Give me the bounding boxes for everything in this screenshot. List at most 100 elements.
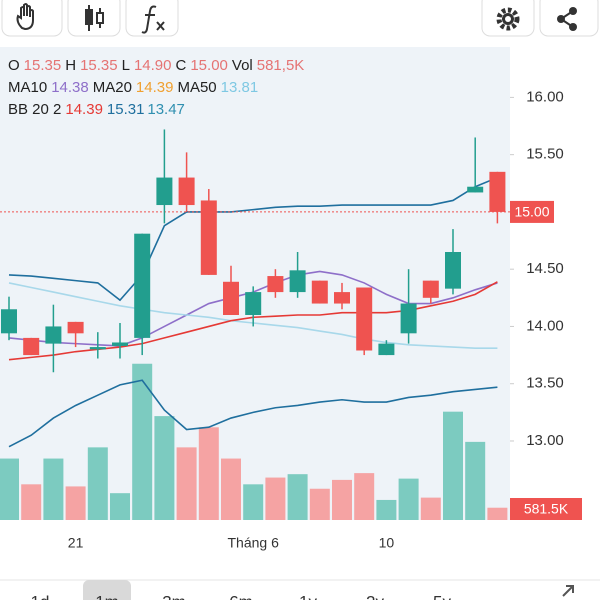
header-item: L (122, 57, 130, 74)
volume-box (510, 498, 582, 520)
header-item: 15.31 (107, 101, 144, 118)
range-tabs: 1d 1m 3m 6m 1y 2y 5y (31, 580, 451, 600)
header-item: 15.00 (190, 57, 228, 74)
candle-body (467, 186, 484, 193)
header-item: C (176, 57, 187, 74)
candle-body (422, 280, 439, 298)
candle-body (311, 280, 328, 304)
candle-body (334, 292, 350, 304)
volume-bar (154, 416, 175, 520)
header-item: 14.39 (136, 79, 174, 96)
y-tick-label: 15.50 (526, 146, 564, 163)
candle-body (223, 281, 239, 315)
fx-icon (141, 5, 165, 34)
y-tick-label: 16.00 (526, 88, 564, 105)
candle-body (67, 321, 84, 334)
range-tab[interactable]: 1m (95, 592, 119, 600)
header-item: MA10 (8, 79, 47, 96)
header-item: BB 20 2 (8, 101, 61, 118)
range-tab[interactable]: 1d (31, 592, 50, 600)
candle-body (267, 276, 284, 293)
volume-bar (21, 484, 42, 520)
tab-selected (83, 580, 131, 600)
candle-body (489, 171, 506, 212)
range-tab[interactable]: 5y (433, 592, 451, 600)
candle-body (445, 252, 461, 289)
header-item: 14.90 (134, 57, 172, 74)
y-tick-label: 14.50 (526, 260, 564, 277)
y-tick-label: 14.00 (526, 317, 564, 334)
header-item: MA50 (177, 79, 216, 96)
header-item: O (8, 57, 20, 74)
candle-body (378, 343, 395, 356)
candle-body (400, 303, 417, 334)
volume-bar (465, 441, 486, 520)
volume-bar (487, 507, 508, 520)
header-item: 15.35 (80, 57, 118, 74)
range-tab[interactable]: 3m (162, 592, 186, 600)
header-item: Vol (232, 57, 253, 74)
header-row: MA10 14.38 MA20 14.39 MA50 13.81 (8, 79, 258, 96)
candle-body (200, 200, 217, 275)
candle-body (45, 326, 62, 344)
candle-body (23, 337, 40, 356)
header-item: 13.47 (147, 101, 185, 118)
expand-icon[interactable] (562, 585, 574, 597)
volume-bar (176, 447, 197, 520)
volume-bar (287, 474, 308, 520)
volume-bar (110, 493, 130, 520)
volume-bar (65, 486, 86, 520)
x-tick-label: Tháng 6 (228, 535, 280, 551)
candle-body (178, 177, 195, 206)
toolbar (1, 0, 599, 37)
header-item: MA20 (93, 79, 132, 96)
volume-bar (243, 484, 264, 520)
last-price-label: 15.00 (514, 204, 549, 220)
header-item: 581,5K (257, 57, 305, 74)
volume-bar (0, 458, 19, 520)
last-price-box (510, 200, 554, 223)
chart-type-button[interactable] (67, 0, 121, 37)
candle-body (245, 292, 262, 315)
indicator-line (8, 379, 498, 448)
share-icon (557, 7, 577, 31)
range-tab[interactable]: 2y (366, 592, 384, 600)
hand-icon (16, 3, 34, 31)
volume-bar (420, 497, 441, 520)
header-row: BB 20 2 14.39 15.31 13.47 (8, 101, 185, 118)
candle-body (289, 270, 306, 293)
header-item: 14.39 (65, 101, 103, 118)
range-tab[interactable]: 1y (299, 592, 317, 600)
candle-body (134, 233, 151, 338)
x-tick-label: 21 (68, 535, 84, 551)
volume-bar (398, 478, 419, 520)
y-tick-label: 13.00 (526, 432, 564, 449)
candle-body (156, 177, 173, 206)
candle-body (89, 347, 106, 350)
volume-bar (443, 411, 463, 520)
candle-icon (85, 5, 104, 31)
header-item: 13.81 (221, 79, 259, 96)
header-item: H (65, 57, 76, 74)
gear-icon (496, 7, 520, 31)
range-tab[interactable]: 6m (229, 592, 253, 600)
volume-bar (309, 488, 330, 520)
volume-bar (221, 458, 241, 520)
volume-bar (354, 473, 375, 520)
candle-body (356, 287, 373, 351)
volume-bar (87, 447, 108, 520)
share-button[interactable] (539, 0, 599, 37)
header-item: 14.38 (51, 79, 89, 96)
volume-label: 581.5K (524, 501, 569, 517)
candle-body (112, 342, 128, 346)
indicator-line (8, 176, 498, 302)
header-row: O 15.35 H 15.35 L 14.90 C 15.00 Vol 581,5K (8, 57, 304, 74)
volume-bar (265, 477, 286, 520)
y-tick-label: 13.50 (526, 375, 564, 392)
indicators-button[interactable] (125, 0, 179, 37)
x-tick-label: 10 (379, 535, 395, 551)
volume-bar (332, 479, 352, 520)
